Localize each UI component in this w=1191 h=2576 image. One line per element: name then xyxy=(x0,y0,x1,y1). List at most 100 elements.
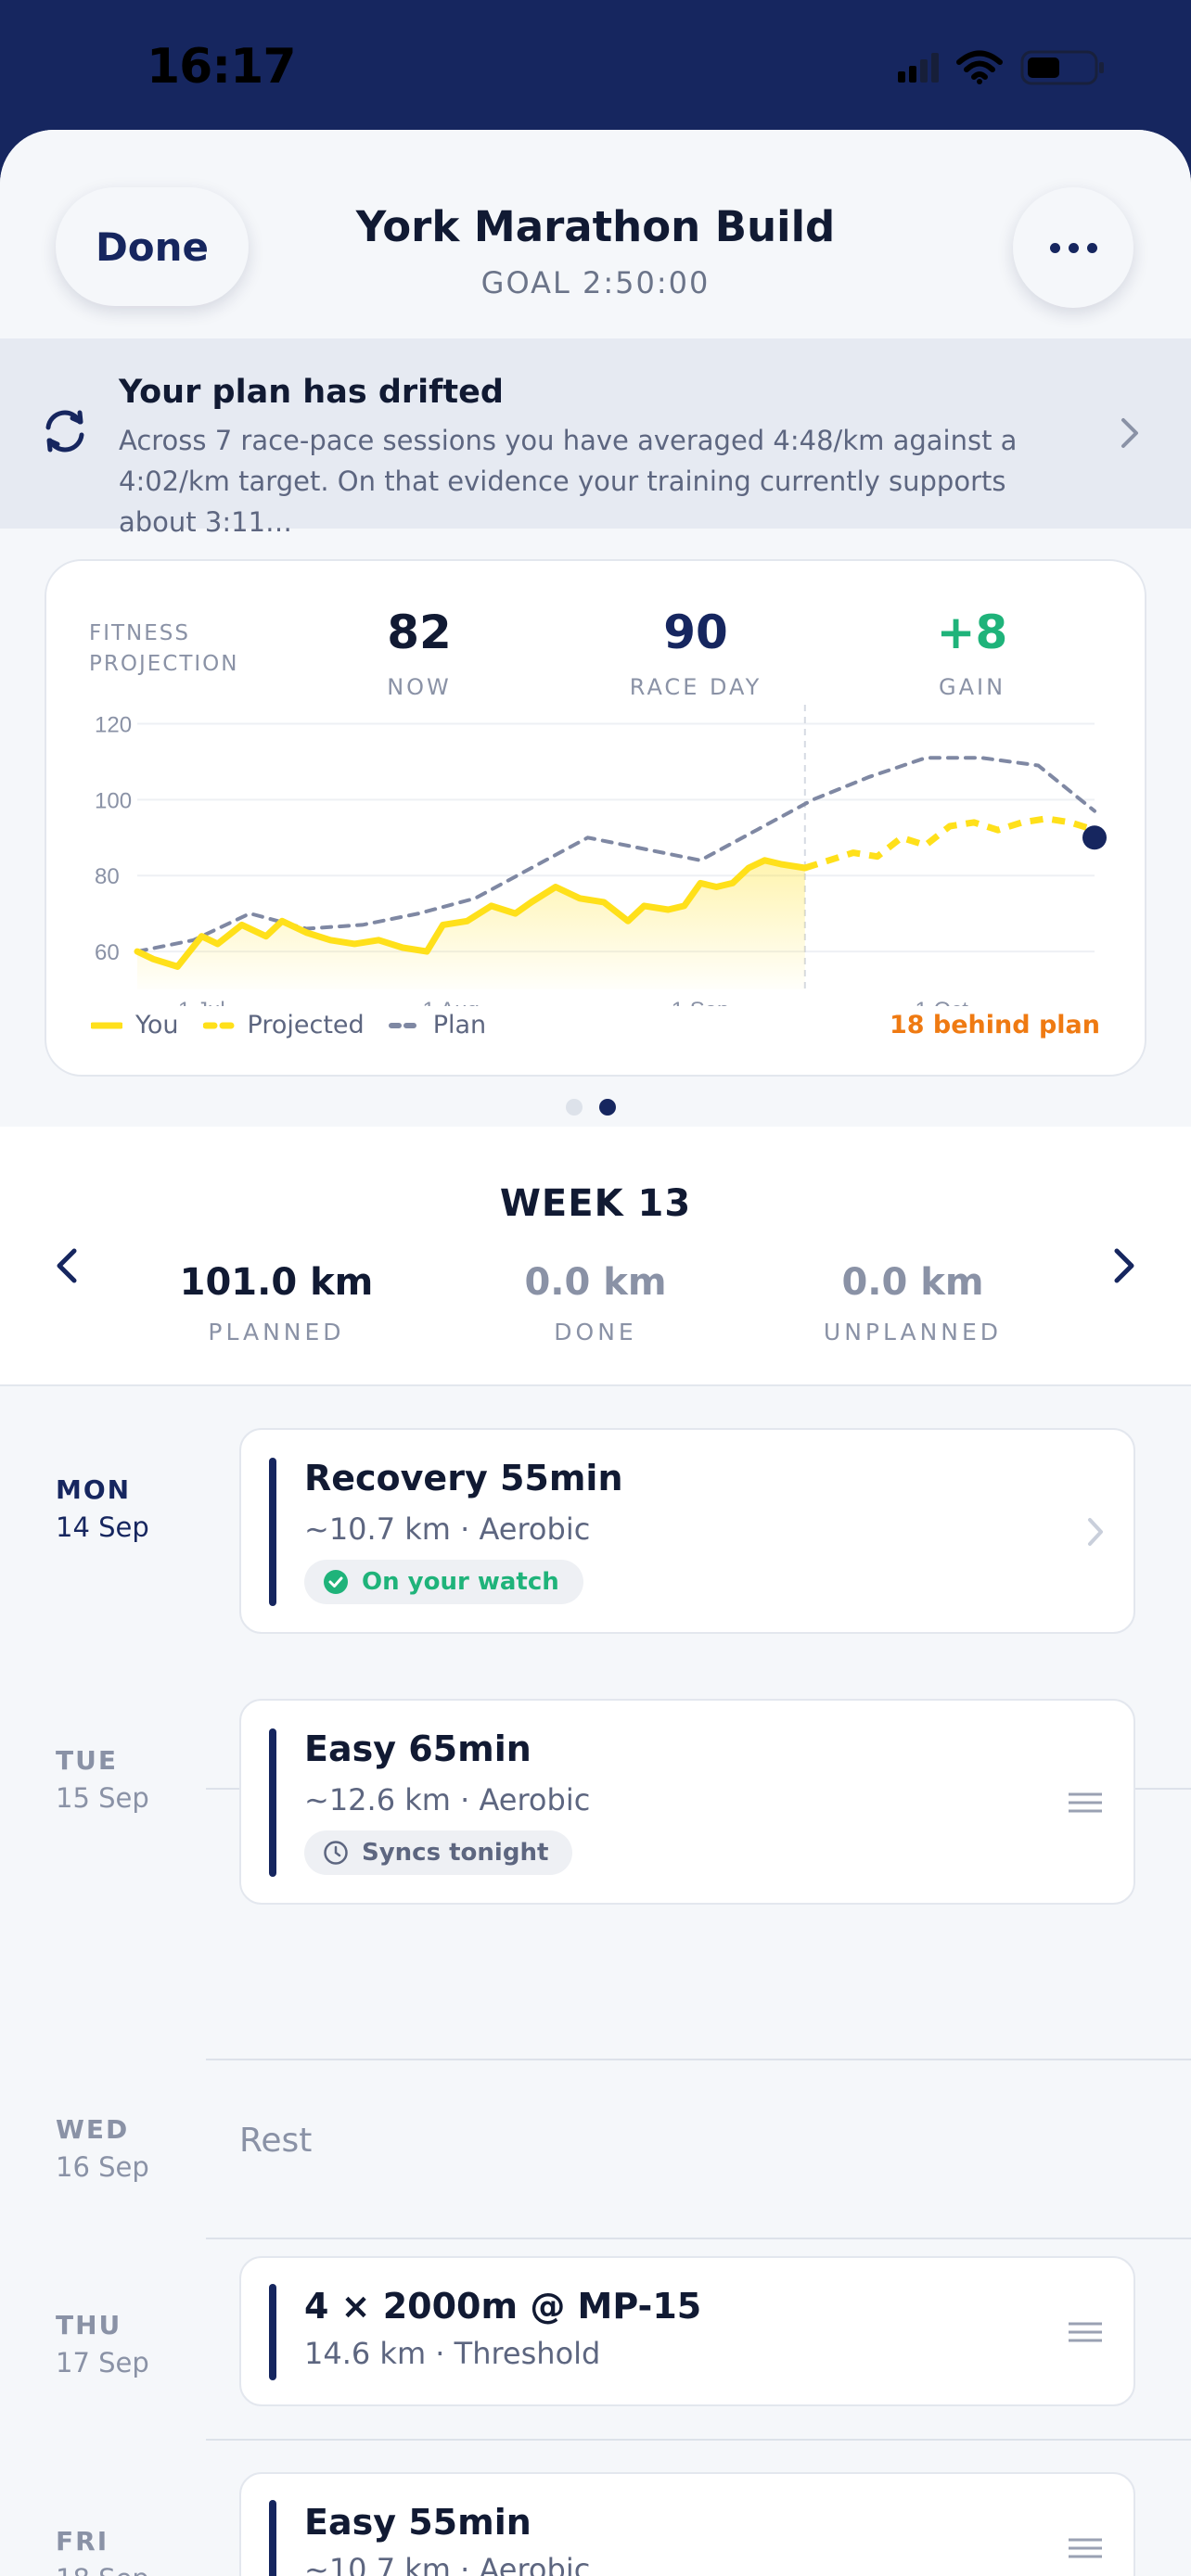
workout-accent-bar xyxy=(269,1458,276,1606)
plan-title: York Marathon Build xyxy=(355,202,836,251)
day-name: WED xyxy=(56,2114,130,2145)
week-planned-label: PLANNED xyxy=(208,1319,345,1345)
fitness-projection-card[interactable]: FITNESS PROJECTION 82 NOW 90 RACE DAY +8… xyxy=(45,559,1146,1077)
workout-meta: ~10.7 km · Aerobic xyxy=(304,1511,591,1547)
legend-swatch-plan xyxy=(388,1022,420,1028)
plan-drift-banner[interactable]: Your plan has drifted Across 7 race-pace… xyxy=(0,338,1191,538)
stat-gain-label: GAIN xyxy=(938,674,1006,700)
cellular-signal-icon xyxy=(898,53,939,83)
workout-meta: ~12.6 km · Aerobic xyxy=(304,1782,591,1817)
workout-title: Recovery 55min xyxy=(304,1458,623,1498)
y-tick-label: 80 xyxy=(95,864,120,889)
workout-accent-bar xyxy=(269,1728,276,1877)
next-week-button[interactable] xyxy=(1106,1238,1143,1294)
stat-now: 82 NOW xyxy=(308,606,531,700)
more-dot-icon xyxy=(1086,242,1097,253)
fitness-projection-label: FITNESS PROJECTION xyxy=(89,618,256,680)
legend-swatch-projected xyxy=(202,1022,235,1028)
fitness-projection-label-text: FITNESS PROJECTION xyxy=(89,621,239,676)
week-title: WEEK 13 xyxy=(499,1182,692,1225)
you-series-line xyxy=(134,857,809,970)
fitness-chart: 60 80 100 120 1 Jul 1 Aug 1 Sep 1 Oct xyxy=(95,705,1107,1006)
rest-day-label: Rest xyxy=(239,2122,313,2160)
legend-label-you: You xyxy=(135,1011,179,1039)
y-tick-label: 120 xyxy=(95,712,132,737)
stat-race-day: 90 RACE DAY xyxy=(584,606,807,700)
chevron-right-icon xyxy=(1121,418,1138,448)
day-date: 14 Sep xyxy=(56,1511,149,1543)
drag-handle-icon[interactable] xyxy=(1067,1792,1104,1814)
chip-label: Syncs tonight xyxy=(362,1839,549,1867)
workout-card[interactable]: Easy 55min ~10.7 km · Aerobic xyxy=(239,2472,1135,2576)
chip-label: On your watch xyxy=(362,1568,559,1596)
page-dot[interactable] xyxy=(566,1099,583,1116)
day-divider xyxy=(206,2439,1191,2441)
workout-meta: ~10.7 km · Aerobic xyxy=(304,2552,591,2576)
workout-accent-bar xyxy=(269,2500,276,2576)
stat-race-day-label: RACE DAY xyxy=(629,674,762,700)
previous-week-button[interactable] xyxy=(48,1238,85,1294)
day-date: 16 Sep xyxy=(56,2151,149,2183)
week-unplanned: 0.0 km UNPLANNED xyxy=(764,1261,1061,1345)
stat-gain: +8 GAIN xyxy=(861,606,1083,700)
legend-swatch-you xyxy=(91,1022,122,1028)
clock-icon xyxy=(324,1841,348,1865)
legend-label-plan: Plan xyxy=(432,1011,487,1039)
day-divider xyxy=(206,2238,1191,2239)
stat-gain-value: +8 xyxy=(936,606,1008,659)
status-time: 16:17 xyxy=(147,39,297,95)
week-done-label: DONE xyxy=(554,1319,637,1345)
plan-sheet: Done York Marathon Build GOAL 2:50:00 Yo… xyxy=(0,130,1191,2576)
more-options-button[interactable] xyxy=(1013,187,1133,308)
page-indicator[interactable] xyxy=(566,1099,616,1116)
watch-status-chip: On your watch xyxy=(304,1560,583,1604)
week-planned-value: 101.0 km xyxy=(179,1261,374,1304)
check-circle-icon xyxy=(324,1570,348,1594)
status-icons xyxy=(898,48,1106,87)
plan-goal: GOAL 2:50:00 xyxy=(480,265,711,300)
week-done: 0.0 km DONE xyxy=(447,1261,744,1345)
x-tick-label: 1 Aug xyxy=(423,998,480,1006)
workout-title: Easy 55min xyxy=(304,2502,531,2543)
x-tick-label: 1 Jul xyxy=(178,998,225,1006)
workout-title: Easy 65min xyxy=(304,1728,531,1769)
week-done-value: 0.0 km xyxy=(524,1261,667,1304)
workout-title: 4 × 2000m @ MP-15 xyxy=(304,2286,702,2327)
sync-status-chip: Syncs tonight xyxy=(304,1830,573,1875)
workout-card[interactable]: Easy 65min ~12.6 km · Aerobic Syncs toni… xyxy=(239,1699,1135,1905)
more-dot-icon xyxy=(1049,242,1060,253)
day-name: FRI xyxy=(56,2526,109,2557)
week-summary: WEEK 13 101.0 km PLANNED 0.0 km DONE 0.0… xyxy=(0,1127,1191,1386)
drag-handle-icon[interactable] xyxy=(1067,2321,1104,2343)
x-tick-label: 1 Oct xyxy=(916,998,969,1006)
drag-handle-icon[interactable] xyxy=(1067,2537,1104,2559)
chart-legend: You Projected Plan xyxy=(91,1011,510,1039)
day-date: 17 Sep xyxy=(56,2347,149,2378)
chevron-right-icon xyxy=(1088,1518,1103,1546)
page-dot-active[interactable] xyxy=(599,1099,616,1116)
wifi-icon xyxy=(956,50,1003,84)
status-bar: 16:17 xyxy=(0,0,1191,134)
more-dot-icon xyxy=(1068,242,1079,253)
day-date: 15 Sep xyxy=(56,1782,149,1814)
you-area-fill xyxy=(137,860,805,989)
x-tick-label: 1 Sep xyxy=(672,998,730,1006)
behind-plan-text: 18 behind plan xyxy=(889,1011,1100,1039)
day-date: 18 Sep xyxy=(56,2563,149,2576)
day-name: MON xyxy=(56,1474,132,1505)
sync-icon xyxy=(45,410,84,453)
done-button[interactable]: Done xyxy=(56,187,249,306)
workout-meta: 14.6 km · Threshold xyxy=(304,2336,601,2371)
week-unplanned-value: 0.0 km xyxy=(841,1261,984,1304)
battery-icon xyxy=(1020,50,1104,85)
legend-label-projected: Projected xyxy=(247,1011,365,1039)
y-tick-label: 100 xyxy=(95,788,132,813)
day-divider xyxy=(206,2059,1191,2060)
stat-now-value: 82 xyxy=(387,606,452,659)
projected-series-line xyxy=(803,815,1096,872)
workout-card[interactable]: 4 × 2000m @ MP-15 14.6 km · Threshold xyxy=(239,2256,1135,2406)
race-day-marker xyxy=(1082,825,1107,850)
workout-card[interactable]: Recovery 55min ~10.7 km · Aerobic On you… xyxy=(239,1428,1135,1634)
workout-accent-bar xyxy=(269,2284,276,2380)
stat-race-day-value: 90 xyxy=(663,606,728,659)
